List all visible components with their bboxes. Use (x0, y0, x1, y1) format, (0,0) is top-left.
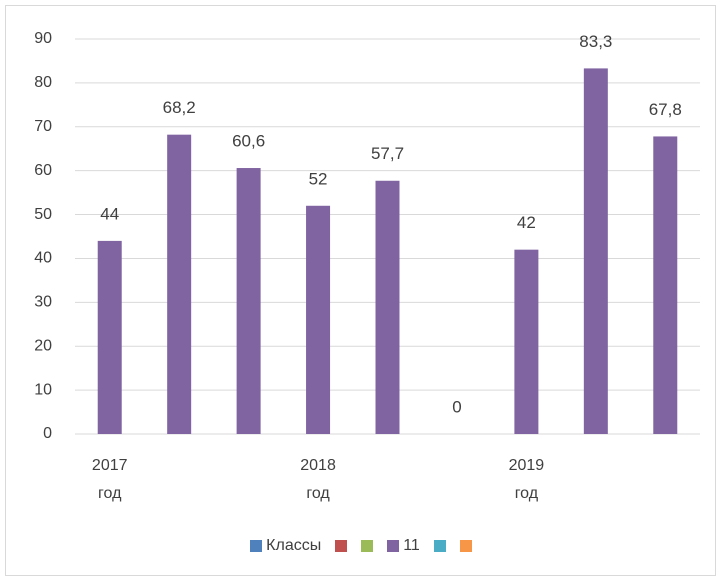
legend-label: 11 (403, 537, 420, 554)
y-tick-label: 50 (34, 206, 52, 223)
legend-item (361, 540, 374, 552)
data-label: 68,2 (163, 98, 196, 117)
data-label: 57,7 (371, 144, 404, 163)
y-tick-label: 70 (34, 118, 52, 135)
y-tick-label: 10 (34, 381, 52, 398)
legend-swatch (250, 540, 263, 552)
legend-swatch (387, 540, 400, 552)
bar (375, 180, 400, 434)
y-tick-label: 0 (43, 425, 52, 442)
y-tick-label: 90 (34, 30, 52, 47)
legend-swatch (335, 540, 348, 552)
y-tick-label: 20 (34, 337, 52, 354)
legend-item (459, 540, 472, 552)
legend-swatch (433, 540, 446, 552)
legend: Классы 11 (0, 537, 722, 555)
legend-swatch (459, 540, 472, 552)
y-tick-label: 30 (34, 294, 52, 311)
data-label: 0 (452, 397, 461, 416)
y-tick-label: 40 (34, 250, 52, 267)
legend-item (335, 540, 348, 552)
data-label: 83,3 (579, 32, 612, 51)
data-label: 44 (100, 204, 119, 223)
x-tick-label: 2018 год (300, 457, 336, 502)
bar (653, 136, 678, 434)
data-label: 42 (517, 213, 536, 232)
data-label: 67,8 (649, 100, 682, 119)
data-label: 60,6 (232, 132, 265, 151)
bar (583, 68, 608, 435)
legend-item (433, 540, 446, 552)
bar (306, 205, 331, 434)
y-tick-label: 80 (34, 74, 52, 91)
legend-swatch (361, 540, 374, 552)
legend-item: Классы (250, 537, 321, 555)
bar (514, 249, 539, 434)
bar (97, 240, 122, 434)
legend-label: Классы (266, 537, 322, 554)
data-label: 52 (309, 169, 328, 188)
x-tick-label: 2019 год (508, 457, 545, 502)
x-tick-label: 2017 год (91, 457, 128, 502)
bar (167, 134, 192, 434)
bar (236, 168, 261, 435)
legend-item: 11 (387, 537, 420, 555)
y-tick-label: 60 (34, 162, 52, 179)
